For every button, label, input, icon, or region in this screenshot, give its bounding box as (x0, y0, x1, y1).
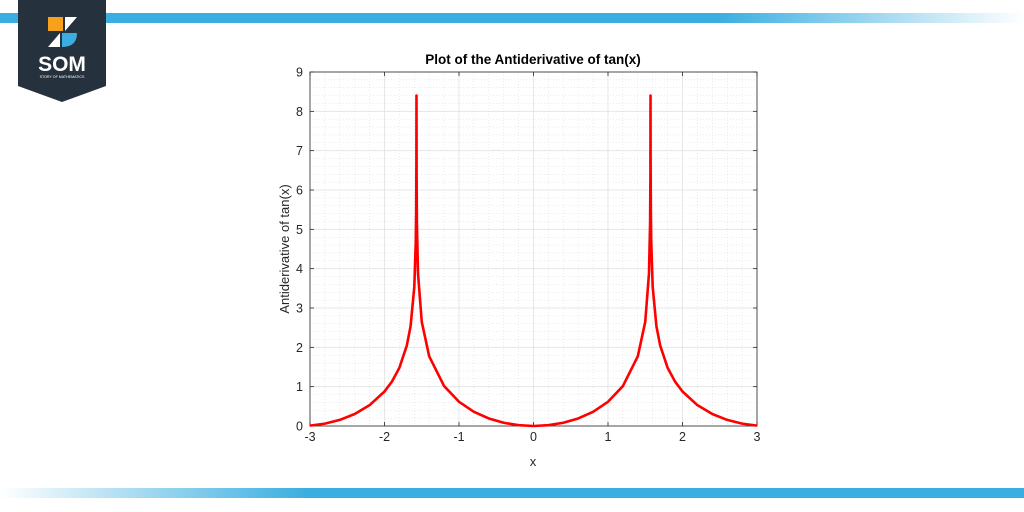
logo-subtext: STORY OF MATHEMATICS (40, 75, 85, 79)
top-decorative-band (0, 13, 1024, 23)
series-line (309, 94, 758, 428)
x-tick-label: 2 (679, 430, 686, 444)
grid (309, 71, 758, 427)
x-tick-label: -3 (304, 430, 315, 444)
som-logo: SOM STORY OF MATHEMATICS (18, 0, 106, 102)
y-tick-label: 4 (296, 262, 303, 276)
bottom-decorative-band (0, 488, 1024, 498)
y-axis-label: Antiderivative of tan(x) (277, 184, 292, 313)
x-tick-label: 1 (605, 430, 612, 444)
logo-text: SOM (38, 53, 86, 76)
x-tick-label: 0 (530, 430, 537, 444)
y-tick-label: 6 (296, 184, 303, 198)
y-tick-label: 7 (296, 144, 303, 158)
y-tick-label: 1 (296, 380, 303, 394)
y-tick-label: 3 (296, 302, 303, 316)
x-tick-label: -2 (379, 430, 390, 444)
y-tick-label: 5 (296, 223, 303, 237)
ticks: -3 -2 -1 0 1 2 3 0 1 2 3 4 5 6 7 8 9 (296, 66, 760, 445)
x-axis-label: x (530, 454, 537, 469)
x-tick-label: 3 (754, 430, 761, 444)
y-tick-label: 9 (296, 66, 303, 80)
y-tick-label: 8 (296, 105, 303, 119)
y-tick-label: 2 (296, 341, 303, 355)
chart-title: Plot of the Antiderivative of tan(x) (425, 52, 641, 67)
x-tick-label: -1 (453, 430, 464, 444)
y-tick-label: 0 (296, 420, 303, 434)
